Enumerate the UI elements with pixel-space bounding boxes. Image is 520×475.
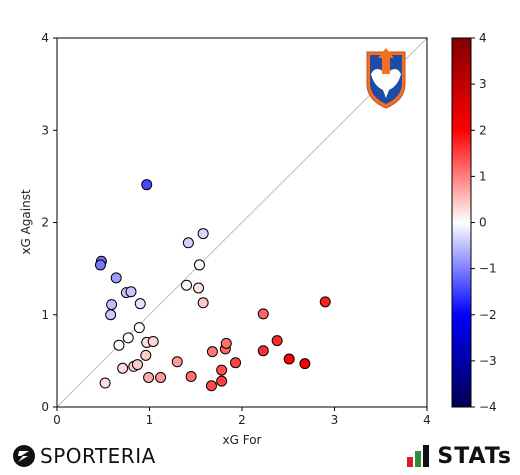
x-axis-label: xG For: [223, 433, 262, 447]
scatter-point-7: [125, 286, 137, 298]
x-tick-label: 3: [331, 413, 339, 427]
colorbar-tick-label: −1: [479, 262, 497, 276]
y-tick-label: 1: [41, 308, 49, 322]
scatter-point-38: [271, 335, 283, 347]
scatter-point-25: [143, 371, 155, 383]
scatter-point-34: [220, 337, 232, 349]
colorbar-tick-label: −3: [479, 354, 497, 368]
colorbar-tick-label: 4: [479, 31, 487, 45]
colorbar-tick-label: 2: [479, 123, 487, 137]
x-tick-label: 1: [146, 413, 154, 427]
stats-emblem-icon: [407, 445, 430, 467]
scatter-point-23: [131, 359, 143, 371]
scatter-point-14: [197, 297, 209, 309]
scatter-point-5: [110, 272, 122, 284]
y-tick-label: 4: [41, 31, 49, 45]
scatter-point-40: [299, 358, 311, 370]
x-tick-label: 0: [53, 413, 61, 427]
scatter-point-21: [117, 362, 129, 374]
scatter-point-32: [206, 346, 218, 358]
colorbar-ticks: 4 3 2 1 0 −1 −2 −3 −4: [471, 31, 497, 414]
scatter-point-41: [319, 296, 331, 308]
y-axis-ticks: 0 1 2 3 4: [41, 31, 57, 414]
scatter-point-30: [216, 375, 228, 387]
scatter-point-39: [283, 353, 295, 365]
scatter-point-26: [155, 371, 167, 383]
scatter-point-36: [257, 308, 269, 320]
scatter-point-13: [193, 282, 205, 294]
scatter-point-27: [171, 356, 183, 368]
sporteria-emblem-icon: [13, 445, 35, 467]
scatter-point-37: [257, 345, 269, 357]
scatter-point-1: [182, 237, 194, 249]
scatter-point-11: [181, 279, 192, 291]
scatter-point-10: [105, 309, 117, 321]
scatter-point-17: [113, 339, 125, 351]
scatter-point-9: [134, 298, 146, 310]
scatter-point-31: [216, 364, 228, 376]
scatter-point-29: [205, 380, 217, 392]
scatter-point-24: [99, 377, 111, 389]
scatter-points: [94, 179, 331, 392]
colorbar-tick-label: 3: [479, 77, 487, 91]
scatter-point-35: [230, 357, 242, 369]
scatter-point-15: [133, 322, 145, 334]
y-tick-label: 0: [41, 400, 49, 414]
scatter-point-4: [94, 259, 106, 271]
scatter-point-20: [140, 349, 152, 361]
scatter-point-16: [122, 332, 134, 344]
y-tick-label: 3: [41, 123, 49, 137]
y-axis-label: xG Against: [19, 189, 33, 255]
stats-logo-text: STATs: [437, 443, 512, 469]
colorbar-tick-label: 0: [479, 216, 487, 230]
sporteria-logo-text: SPORTERIA: [40, 444, 156, 468]
x-axis-ticks: 0 1 2 3 4: [53, 407, 431, 427]
y-tick-label: 2: [41, 216, 49, 230]
colorbar: [451, 37, 472, 408]
scatter-point-28: [185, 371, 197, 383]
x-tick-label: 4: [423, 413, 431, 427]
x-tick-label: 2: [238, 413, 246, 427]
sporteria-logo: SPORTERIA: [12, 443, 156, 469]
scatter-point-0: [141, 179, 153, 191]
scatter-point-19: [147, 336, 159, 348]
colorbar-tick-label: −2: [479, 308, 497, 322]
team-crest-icon: [366, 48, 406, 109]
scatter-point-12: [193, 259, 205, 271]
scatter-point-2: [197, 228, 209, 240]
colorbar-tick-label: 1: [479, 169, 487, 183]
scatter-point-8: [106, 299, 118, 311]
colorbar-tick-label: −4: [479, 400, 497, 414]
stats-logo: STATs: [407, 443, 512, 469]
